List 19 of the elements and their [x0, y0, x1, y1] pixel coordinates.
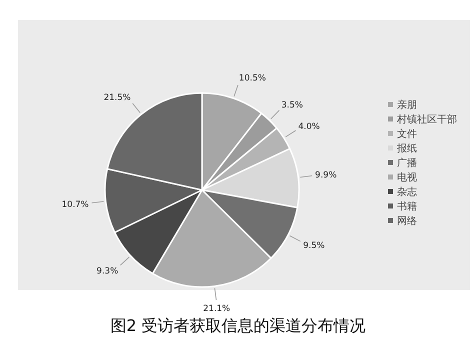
data-label: 9.9%: [315, 170, 337, 181]
legend-label: 文件: [397, 128, 417, 140]
legend-label: 网络: [397, 215, 417, 227]
legend-label: 电视: [397, 172, 417, 184]
legend-label: 书籍: [397, 200, 417, 212]
legend-label: 村镇社区干部: [396, 114, 457, 126]
data-label: 10.5%: [238, 73, 266, 84]
data-label: 3.5%: [281, 100, 303, 111]
legend-label: 亲朋: [397, 99, 417, 111]
legend-label: 报纸: [396, 142, 417, 154]
legend-label: 广播: [397, 157, 417, 169]
text: 图2 受访者获取信息的渠道分布情况: [110, 316, 366, 335]
data-label: 4.0%: [298, 122, 320, 132]
data-label: 9.3%: [96, 266, 118, 277]
legend-label: 杂志: [397, 186, 417, 198]
data-label: 10.7%: [62, 200, 89, 210]
data-label: 21.1%: [203, 304, 230, 314]
data-label: 21.5%: [104, 93, 131, 104]
data-label: 9.5%: [303, 241, 325, 252]
